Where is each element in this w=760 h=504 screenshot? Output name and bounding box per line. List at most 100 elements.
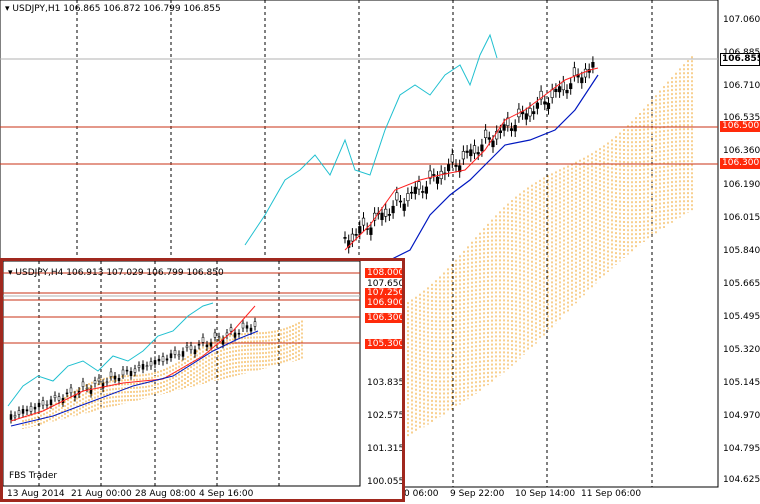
candle-body [569, 83, 573, 90]
ohlc-values: 106.865 106.872 106.799 106.855 [63, 4, 221, 14]
symbol-timeframe: USDJPY,H1 [12, 4, 61, 14]
inset-candle-body [117, 377, 121, 382]
y-axis-label: 104.795 [723, 444, 760, 454]
inset-candle-body [209, 342, 213, 347]
inset-kijun-line [10, 330, 259, 427]
candle-body [424, 186, 429, 194]
candle-body [583, 68, 588, 78]
inset-candle-body [37, 402, 41, 408]
y-axis-label: 106.190 [723, 180, 760, 190]
y-axis-label: 105.665 [723, 279, 760, 289]
inset-candle-body [17, 410, 21, 415]
candle-body [417, 181, 421, 190]
candle-body [391, 205, 395, 214]
ichimoku-cloud [399, 56, 693, 444]
inset-level-tag: 107.250 [365, 288, 405, 298]
inset-candle-body [101, 383, 105, 389]
inset-candle-body [201, 337, 205, 343]
x-axis-label: 10 Sep 14:00 [515, 489, 576, 499]
inset-y-axis-label: 101.315 [367, 444, 405, 454]
candle-body [557, 86, 562, 93]
tenkan-line [344, 67, 599, 251]
candle-body [421, 191, 425, 193]
y-axis-label: 106.710 [723, 81, 760, 91]
candle-body [487, 137, 491, 140]
inset-vertical-grid [38, 261, 280, 486]
inset-level-tag: 105.300 [365, 339, 405, 349]
inset-candle-body [53, 395, 57, 398]
inset-level-tag: 106.300 [365, 313, 405, 323]
inset-candle-body [49, 399, 53, 406]
inset-candle-body [137, 365, 141, 368]
candle-body [524, 113, 528, 120]
inset-candle-body [193, 349, 197, 355]
inset-candle-body [133, 368, 137, 373]
inset-candle-body [69, 387, 73, 394]
candle-body [580, 77, 584, 84]
dropdown-triangle-icon[interactable]: ▾ [8, 268, 13, 278]
inset-candle-body [253, 321, 257, 327]
main-chart-header: ▾ USDJPY,H1 106.865 106.872 106.799 106.… [5, 4, 221, 14]
inset-candle-body [233, 332, 237, 338]
candle-body [550, 89, 554, 98]
y-axis-label: 105.840 [723, 246, 760, 256]
inset-candle-body [225, 332, 229, 336]
inset-candle-body [145, 365, 149, 367]
inset-y-axis-label: 100.055 [367, 477, 405, 487]
inset-y-axis-label: 102.575 [367, 411, 405, 421]
candle-body [369, 227, 373, 235]
y-axis-label: 105.495 [723, 312, 760, 322]
inset-candle-body [217, 336, 221, 338]
candle-body [472, 145, 477, 154]
horizontal-levels [0, 58, 718, 165]
inset-chart-canvas[interactable] [3, 261, 402, 499]
candle-body [380, 212, 384, 221]
candle-body [476, 152, 480, 155]
inset-candle-body [125, 369, 129, 372]
candle-body [435, 176, 440, 184]
inset-candle-body [41, 400, 45, 406]
inset-candle-body [21, 408, 25, 414]
kijun-line [344, 74, 599, 276]
inset-candle-body [165, 358, 169, 361]
candle-body [502, 124, 506, 131]
inset-candle-body [29, 406, 33, 412]
x-axis-label: 11 Sep 06:00 [581, 489, 642, 499]
inset-candle-body [9, 414, 13, 420]
inset-candle-body [177, 354, 181, 357]
inset-candle-body [57, 396, 61, 401]
y-axis-label: 106.015 [723, 213, 760, 223]
candle-body [446, 164, 451, 172]
x-axis-label: 0 06:00 [404, 489, 439, 499]
inset-chart-h4[interactable]: ▾ USDJPY,H4 106.913 107.029 106.799 106.… [0, 258, 405, 502]
candle-body [406, 193, 410, 202]
inset-candle-body [109, 371, 113, 377]
candle-body [528, 107, 532, 117]
y-axis-label: 105.320 [723, 345, 760, 355]
level-tag-106300: 106.300 [720, 158, 760, 169]
inset-candle-body [65, 392, 69, 395]
candle-body [546, 102, 551, 109]
inset-x-axis-label: 21 Aug 00:00 [71, 489, 132, 499]
inset-candle-body [185, 345, 189, 348]
candle-body [413, 186, 417, 194]
inset-candle-body [237, 332, 241, 335]
inset-candle-body [33, 406, 37, 410]
inset-candle-body [45, 404, 49, 406]
inset-candle-body [161, 356, 165, 362]
price-candles [343, 56, 595, 254]
candle-body [454, 164, 458, 167]
inset-level-tag: 108.000 [365, 268, 405, 278]
candle-body [402, 203, 406, 211]
y-axis-label: 104.625 [723, 475, 760, 485]
candle-body [350, 233, 355, 242]
candle-body [458, 165, 462, 173]
y-axis-label: 105.145 [723, 378, 760, 388]
inset-level-tag: 106.900 [365, 298, 405, 308]
candle-body [409, 191, 414, 194]
dropdown-triangle-icon[interactable]: ▾ [5, 4, 10, 14]
inset-candle-body [241, 322, 245, 329]
candle-body [539, 90, 543, 100]
inset-y-axis-label: 107.650 [367, 279, 405, 289]
candle-body [428, 170, 432, 179]
